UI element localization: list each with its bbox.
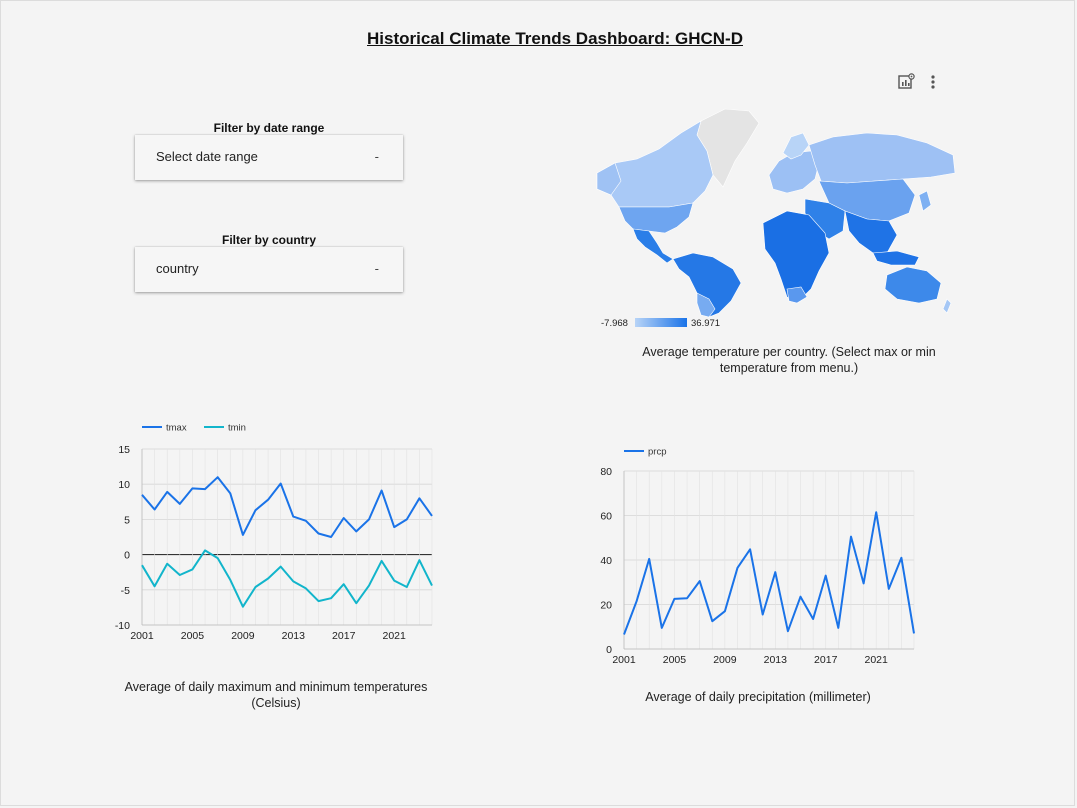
date-filter-label: Filter by date range	[213, 121, 325, 135]
date-range-select[interactable]: Select date range -	[135, 135, 403, 180]
y-tick-label: 20	[600, 600, 612, 612]
x-tick-label: 2005	[663, 654, 687, 666]
x-tick-label: 2021	[382, 630, 406, 642]
map-legend: -7.968 36.971	[601, 318, 720, 329]
y-tick-label: -10	[115, 620, 130, 632]
x-tick-label: 2017	[332, 630, 356, 642]
x-tick-label: 2017	[814, 654, 838, 666]
map-region-canada[interactable]	[596, 120, 714, 208]
country-filter-label: Filter by country	[221, 233, 316, 247]
y-tick-label: 0	[124, 550, 130, 562]
series-line-tmax	[141, 476, 433, 538]
map-region-russia[interactable]	[808, 132, 956, 184]
world-map[interactable]	[596, 103, 957, 318]
legend-label-tmax: tmax	[166, 423, 187, 434]
y-tick-label: 15	[118, 444, 130, 456]
map-region-argentina[interactable]	[696, 292, 716, 318]
map-region-indonesia[interactable]	[872, 250, 920, 266]
x-tick-label: 2001	[130, 630, 154, 642]
x-tick-label: 2009	[713, 654, 737, 666]
chevron-down-icon: -	[374, 261, 379, 276]
y-tick-label: -5	[121, 585, 130, 597]
x-tick-label: 2001	[612, 654, 636, 666]
series-line-tmin	[141, 549, 433, 608]
country-select[interactable]: country -	[135, 247, 403, 292]
more-vert-icon[interactable]	[926, 73, 940, 91]
legend-max-label: 36.971	[691, 318, 720, 329]
x-tick-label: 2009	[231, 630, 255, 642]
y-tick-label: 5	[124, 514, 130, 526]
legend-label-prcp: prcp	[648, 447, 666, 458]
map-region-alaska[interactable]	[596, 162, 622, 196]
y-tick-label: 40	[600, 555, 612, 567]
y-tick-label: 80	[600, 466, 612, 478]
legend-gradient-bar	[635, 318, 687, 327]
x-tick-label: 2021	[864, 654, 888, 666]
page-title: Historical Climate Trends Dashboard: GHC…	[367, 29, 743, 48]
date-range-placeholder: Select date range	[156, 149, 258, 164]
map-region-usa[interactable]	[618, 202, 694, 234]
legend-min-label: -7.968	[601, 318, 628, 329]
map-region-africa[interactable]	[762, 210, 830, 302]
y-tick-label: 0	[606, 644, 612, 656]
map-region-south-africa[interactable]	[786, 286, 808, 304]
precipitation-chart-caption: Average of daily precipitation (millimet…	[645, 690, 871, 704]
x-tick-label: 2005	[181, 630, 205, 642]
x-tick-label: 2013	[282, 630, 306, 642]
y-tick-label: 60	[600, 511, 612, 523]
temperature-chart-caption: Average of daily maximum and minimum tem…	[124, 680, 428, 710]
map-region-australia[interactable]	[884, 266, 942, 304]
map-caption: Average temperature per country. (Select…	[642, 345, 936, 375]
map-region-new-zealand[interactable]	[942, 298, 952, 314]
legend-label-tmin: tmin	[228, 423, 246, 434]
chart-settings-icon[interactable]	[897, 73, 915, 91]
chevron-down-icon: -	[374, 149, 379, 164]
map-region-japan[interactable]	[918, 190, 932, 212]
series-line-prcp	[623, 511, 915, 635]
y-tick-label: 10	[118, 479, 130, 491]
map-region-south-america[interactable]	[672, 252, 742, 318]
x-tick-label: 2013	[764, 654, 788, 666]
country-placeholder: country	[156, 261, 199, 276]
map-region-mexico[interactable]	[632, 228, 674, 264]
